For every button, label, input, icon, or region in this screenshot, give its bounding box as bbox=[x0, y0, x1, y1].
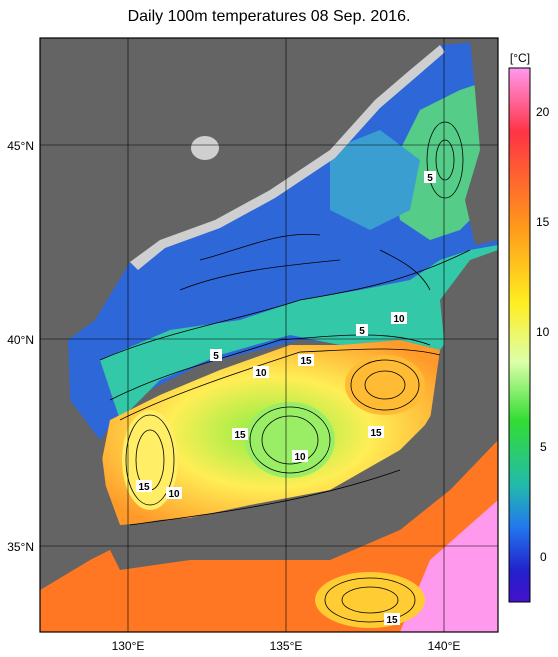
sea-mid-band bbox=[100, 245, 498, 420]
lat-label-35: 35°N bbox=[7, 540, 34, 554]
contour-label: 15 bbox=[386, 615, 398, 626]
colorbar-tick: 5 bbox=[540, 440, 547, 454]
contour-label: 10 bbox=[168, 489, 180, 500]
lon-label-135: 135°E bbox=[270, 639, 303, 653]
contour-label: 10 bbox=[294, 452, 306, 463]
graticule bbox=[40, 38, 498, 632]
contour-label: 10 bbox=[255, 368, 267, 379]
contour-label-group: 5 10 5 15 5 10 15 10 15 15 10 15 bbox=[136, 171, 436, 626]
sea-eddy bbox=[330, 130, 420, 230]
contour-label: 10 bbox=[393, 314, 405, 325]
colorbar-tick: 0 bbox=[540, 550, 547, 564]
land-hokkaido bbox=[465, 40, 498, 245]
colorbar-unit: [°C] bbox=[510, 51, 530, 65]
warm-eddy-center bbox=[245, 402, 335, 478]
warm-eddy-south bbox=[315, 572, 425, 628]
contour-label: 15 bbox=[138, 482, 150, 493]
contour-label: 5 bbox=[359, 326, 365, 337]
contour-label: 15 bbox=[234, 430, 246, 441]
colorbar-tick: 15 bbox=[536, 215, 550, 229]
contour-label: 15 bbox=[300, 356, 312, 367]
lat-label-40: 40°N bbox=[7, 333, 34, 347]
lon-label-130: 130°E bbox=[112, 639, 145, 653]
lon-label-140: 140°E bbox=[428, 639, 461, 653]
contour-label: 5 bbox=[427, 173, 433, 184]
contour-lines bbox=[99, 121, 471, 623]
contour-label: 5 bbox=[213, 351, 219, 362]
land-korea bbox=[40, 340, 110, 590]
map-title: Daily 100m temperatures 08 Sep. 2016. bbox=[127, 8, 411, 25]
land-japan bbox=[100, 250, 498, 570]
lat-label-45: 45°N bbox=[7, 139, 34, 153]
colorbar-tick: 20 bbox=[536, 105, 550, 119]
colorbar-tick: 10 bbox=[536, 325, 550, 339]
warm-eddy-east bbox=[345, 355, 425, 415]
colorbar: [°C] 20 15 10 5 0 bbox=[508, 51, 550, 603]
land-russia bbox=[40, 38, 440, 340]
lake-khanka bbox=[191, 136, 219, 160]
colorbar-gradient bbox=[508, 67, 531, 603]
map-frame bbox=[39, 37, 499, 633]
shelf-russia bbox=[130, 45, 445, 270]
contour-label: 15 bbox=[370, 428, 382, 439]
